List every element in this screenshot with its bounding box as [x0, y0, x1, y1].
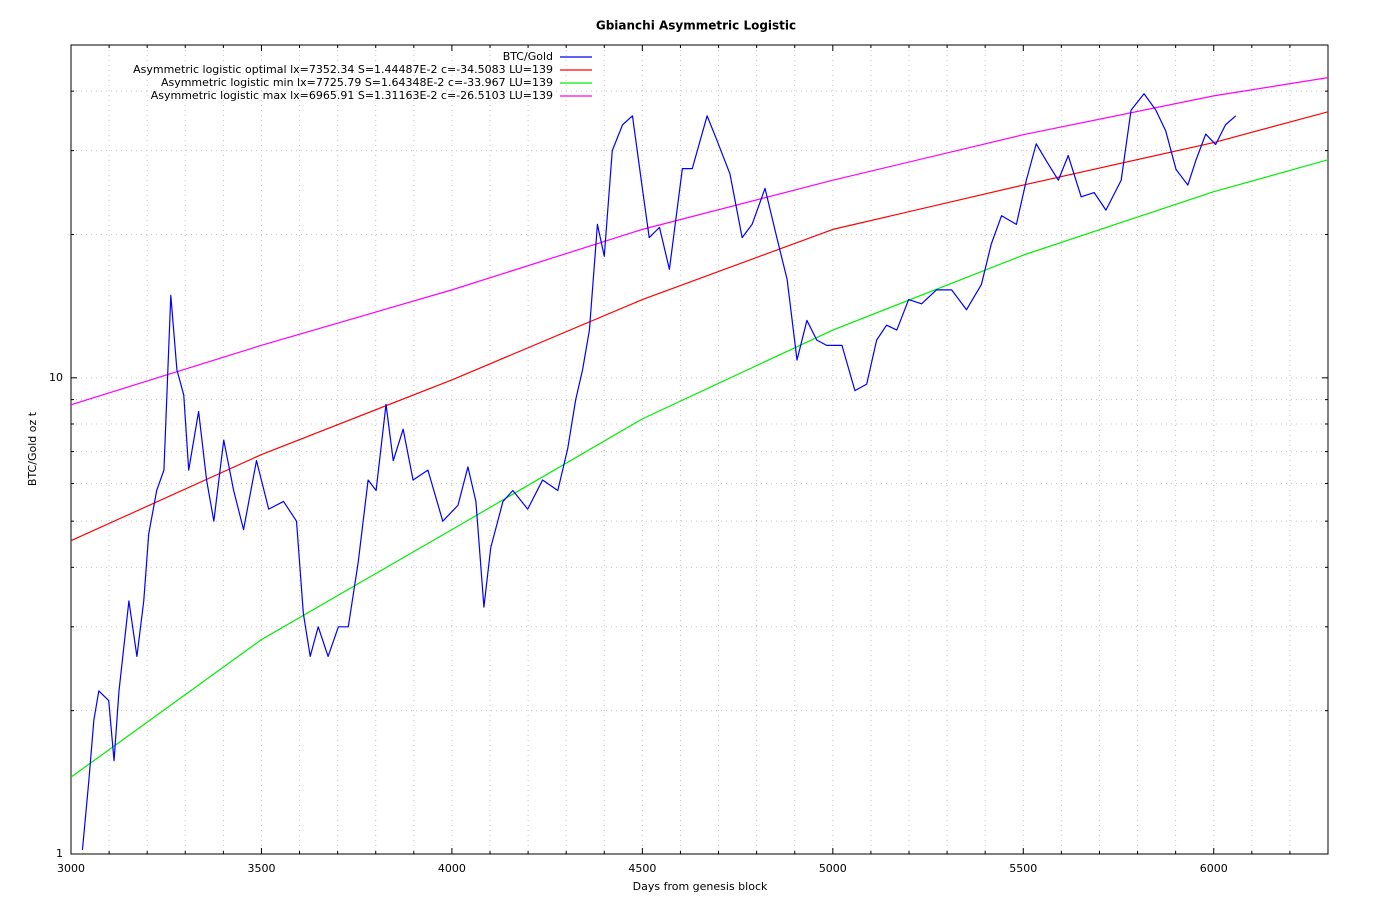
x-axis-label: Days from genesis block: [633, 880, 768, 893]
y-axis-label: BTC/Gold oz t: [26, 411, 39, 486]
series-line: [71, 111, 1328, 542]
x-tick-label: 5000: [819, 862, 847, 875]
x-tick-label: 3500: [247, 862, 275, 875]
series-group: [71, 77, 1328, 850]
x-tick-label: 3000: [57, 862, 85, 875]
legend-label: Asymmetric logistic max lx=6965.91 S=1.3…: [151, 89, 553, 102]
series-line: [81, 93, 1237, 850]
chart-title: Gbianchi Asymmetric Logistic: [596, 19, 796, 33]
x-tick-label: 4000: [438, 862, 466, 875]
series-line: [71, 77, 1328, 406]
legend-label: BTC/Gold: [503, 50, 553, 63]
plot-frame: [70, 44, 1329, 855]
y-tick-label: 10: [49, 371, 63, 384]
series-line: [71, 159, 1328, 778]
y-tick-label: 1: [56, 847, 63, 860]
legend-label: Asymmetric logistic optimal lx=7352.34 S…: [133, 63, 553, 76]
legend-label: Asymmetric logistic min lx=7725.79 S=1.6…: [161, 76, 553, 89]
x-tick-label: 5500: [1009, 862, 1037, 875]
x-tick-label: 6000: [1200, 862, 1228, 875]
x-tick-label: 4500: [628, 862, 656, 875]
